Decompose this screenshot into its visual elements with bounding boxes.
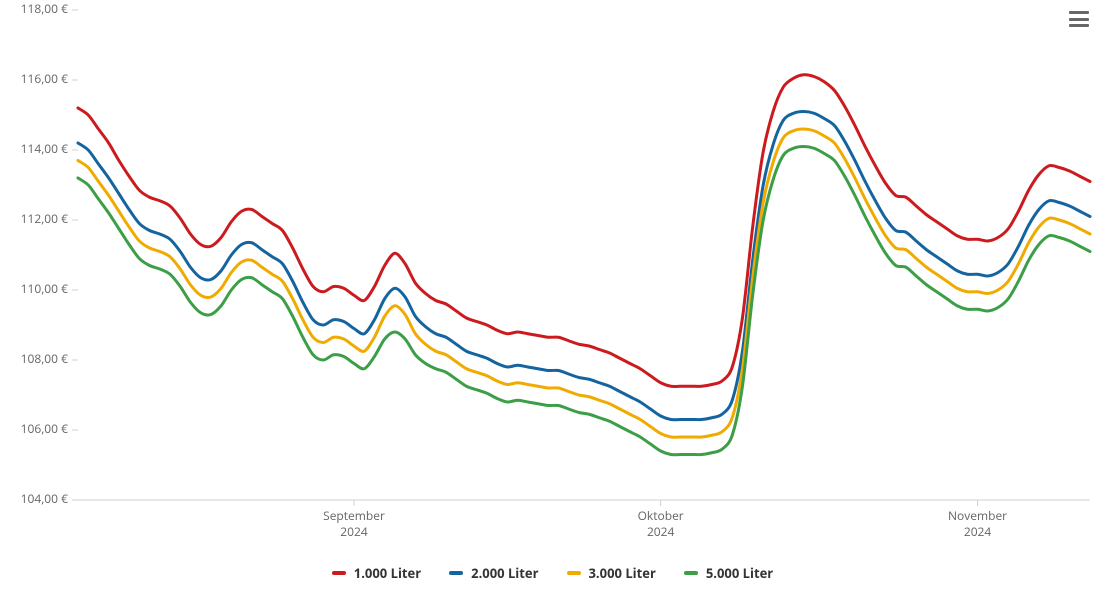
chart-legend: 1.000 Liter 2.000 Liter 3.000 Liter 5.00… (0, 564, 1105, 582)
svg-text:108,00 €: 108,00 € (21, 350, 69, 367)
svg-text:116,00 €: 116,00 € (21, 70, 69, 87)
series-line (78, 147, 1090, 455)
series-line (78, 129, 1090, 437)
legend-item-5000l[interactable]: 5.000 Liter (684, 564, 773, 582)
legend-item-3000l[interactable]: 3.000 Liter (567, 564, 656, 582)
svg-text:September: September (323, 507, 385, 524)
svg-text:106,00 €: 106,00 € (21, 420, 69, 437)
svg-text:Oktober: Oktober (638, 507, 684, 524)
legend-label: 2.000 Liter (471, 564, 538, 582)
series-line (78, 112, 1090, 420)
svg-text:2024: 2024 (964, 523, 992, 540)
svg-text:110,00 €: 110,00 € (21, 280, 69, 297)
chart-svg: 104,00 € 106,00 € 108,00 € 110,00 € 112,00 €… (0, 0, 1105, 602)
legend-swatch (449, 571, 463, 575)
price-chart: 104,00 € 106,00 € 108,00 € 110,00 € 112,00 €… (0, 0, 1105, 602)
legend-item-1000l[interactable]: 1.000 Liter (332, 564, 421, 582)
legend-label: 1.000 Liter (354, 564, 421, 582)
svg-text:112,00 €: 112,00 € (21, 210, 69, 227)
series-line (78, 75, 1090, 387)
svg-text:2024: 2024 (340, 523, 368, 540)
svg-text:104,00 €: 104,00 € (21, 490, 69, 507)
legend-item-2000l[interactable]: 2.000 Liter (449, 564, 538, 582)
svg-text:114,00 €: 114,00 € (21, 140, 69, 157)
svg-text:November: November (948, 507, 1007, 524)
legend-swatch (567, 571, 581, 575)
svg-text:2024: 2024 (647, 523, 675, 540)
chart-menu-button[interactable] (1067, 8, 1091, 30)
legend-swatch (684, 571, 698, 575)
legend-label: 5.000 Liter (706, 564, 773, 582)
legend-label: 3.000 Liter (589, 564, 656, 582)
svg-text:118,00 €: 118,00 € (21, 0, 69, 17)
legend-swatch (332, 571, 346, 575)
